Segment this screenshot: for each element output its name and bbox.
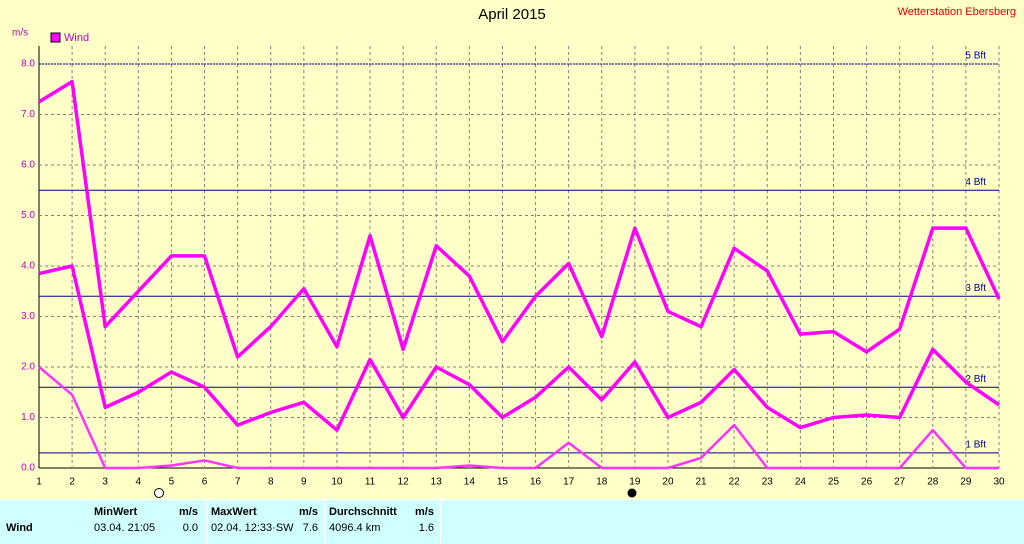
x-tick-label: 7 xyxy=(235,477,241,488)
moon-full xyxy=(154,488,164,498)
x-tick-label: 5 xyxy=(169,477,175,488)
y-tick-label: 4.0 xyxy=(21,261,35,272)
y-tick-label: 3.0 xyxy=(21,311,35,322)
x-tick-label: 17 xyxy=(563,477,575,488)
y-tick-label: 6.0 xyxy=(21,160,35,171)
x-tick-label: 25 xyxy=(828,477,840,488)
header: m/s xyxy=(415,506,434,518)
chart: April 2015 Wetterstation Ebersberg m/s W… xyxy=(12,6,1016,498)
legend-swatch xyxy=(50,32,61,43)
x-tick-label: 29 xyxy=(960,477,972,488)
cell: 02.04. 12:33·SW xyxy=(211,522,294,534)
x-tick-label: 30 xyxy=(993,477,1005,488)
summary-panel: Wind MinWert m/s 03.04. 21:05 0.0 MaxWer… xyxy=(0,499,1024,544)
legend-label: Wind xyxy=(64,32,89,44)
cell: 03.04. 21:05 xyxy=(94,522,156,534)
x-tick-label: 26 xyxy=(861,477,873,488)
bft-label: 1 Bft xyxy=(965,439,986,450)
x-tick-label: 23 xyxy=(762,477,774,488)
bft-label: 3 Bft xyxy=(965,283,986,294)
bft-label: 5 Bft xyxy=(965,51,986,62)
y-tick-label: 7.0 xyxy=(21,109,35,120)
wind-line xyxy=(38,366,999,470)
x-tick-label: 18 xyxy=(596,477,608,488)
x-tick-label: 6 xyxy=(202,477,208,488)
x-tick-label: 22 xyxy=(729,477,741,488)
header: m/s xyxy=(299,506,318,518)
wind-line xyxy=(38,264,1000,432)
wind-line xyxy=(38,79,1001,359)
x-tick-label: 8 xyxy=(268,477,274,488)
y-tick-label: 2.0 xyxy=(21,362,35,373)
x-tick-label: 3 xyxy=(102,477,108,488)
x-tick-label: 16 xyxy=(530,477,542,488)
x-tick-label: 11 xyxy=(365,477,376,488)
moon-new xyxy=(627,488,637,498)
y-axis-label: m/s xyxy=(12,28,28,39)
header: Durchschnitt xyxy=(329,506,397,518)
x-tick-label: 1 xyxy=(36,477,42,488)
cell: 4096.4 km xyxy=(329,522,381,534)
x-tick-label: 14 xyxy=(464,477,476,488)
y-tick-label: 8.0 xyxy=(21,59,35,70)
row-label: Wind xyxy=(6,522,33,534)
x-tick-label: 24 xyxy=(795,477,807,488)
x-tick-label: 27 xyxy=(894,477,906,488)
x-tick-label: 4 xyxy=(136,477,142,488)
x-tick-label: 2 xyxy=(69,477,75,488)
y-tick-label: 1.0 xyxy=(21,412,35,423)
cell: 7.6 xyxy=(302,522,318,534)
x-tick-label: 10 xyxy=(331,477,343,488)
bft-label: 4 Bft xyxy=(965,177,986,188)
header: MinWert xyxy=(94,506,138,518)
x-tick-label: 15 xyxy=(497,477,509,488)
cell: 1.6 xyxy=(418,522,434,534)
header: MaxWert xyxy=(211,506,257,518)
bft-label: 2 Bft xyxy=(965,374,986,385)
x-tick-label: 13 xyxy=(431,477,443,488)
cell: 0.0 xyxy=(182,522,198,534)
chart-title: April 2015 xyxy=(478,6,546,23)
x-tick-label: 9 xyxy=(301,477,307,488)
y-tick-label: 0.0 xyxy=(21,463,35,474)
x-tick-label: 20 xyxy=(662,477,674,488)
x-tick-label: 28 xyxy=(927,477,939,488)
x-tick-label: 12 xyxy=(398,477,410,488)
x-tick-label: 21 xyxy=(696,477,708,488)
y-tick-label: 5.0 xyxy=(21,210,35,221)
header: m/s xyxy=(179,506,198,518)
station-name: Wetterstation Ebersberg xyxy=(898,6,1016,18)
x-tick-label: 19 xyxy=(629,477,641,488)
